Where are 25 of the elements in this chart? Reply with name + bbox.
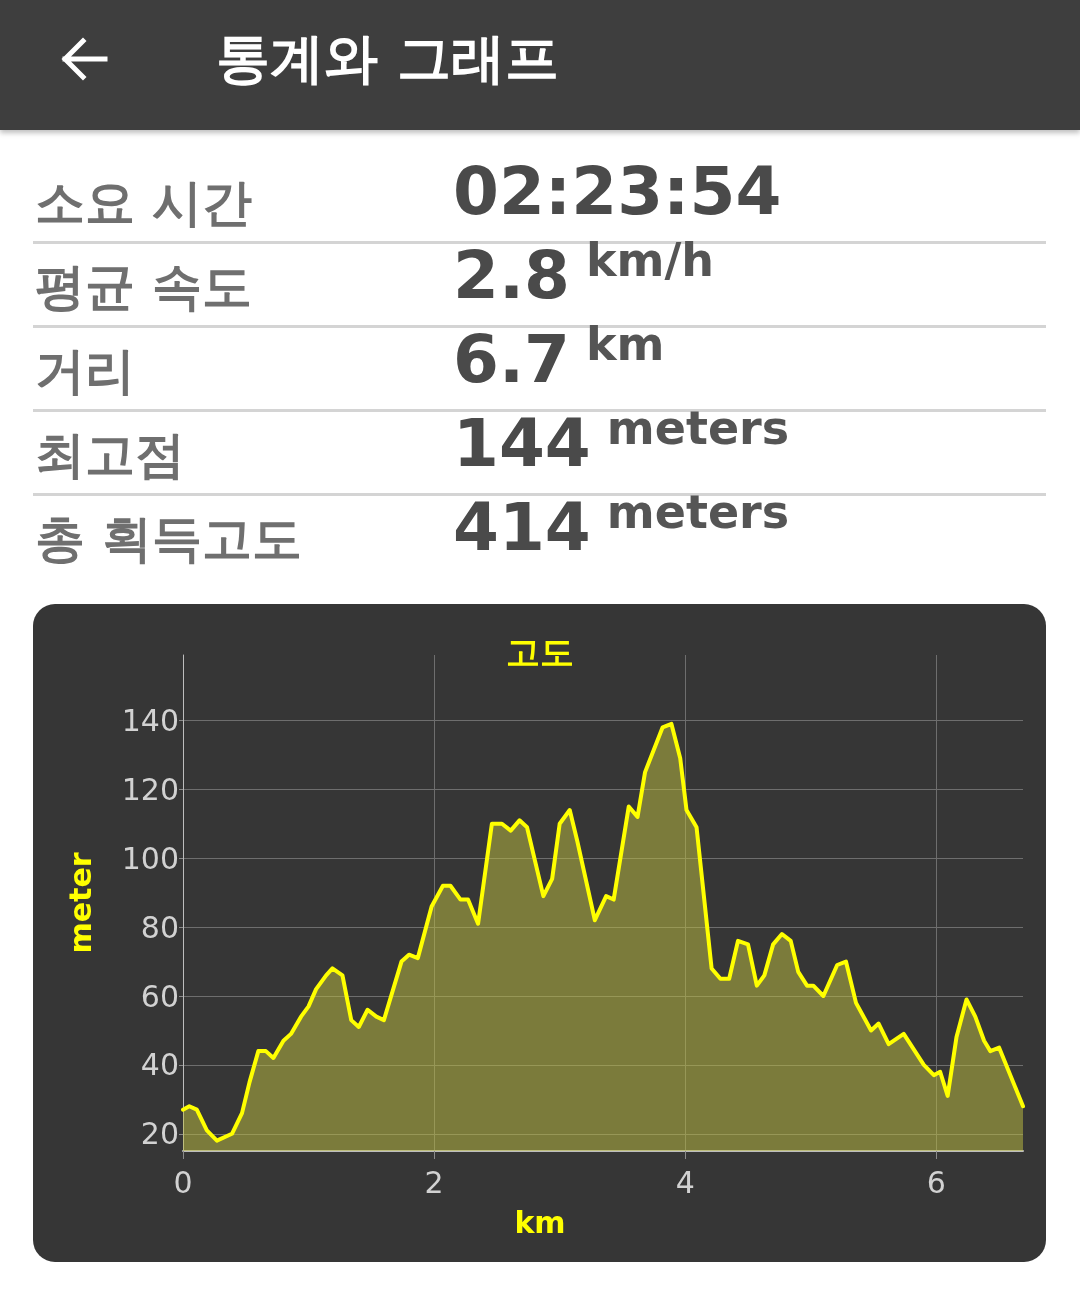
category-label: 거리: [35, 341, 135, 401]
text: 통계와 그래프: [216, 26, 559, 92]
text: 414 meters: [453, 485, 790, 566]
y-tick-label: 100: [121, 840, 179, 876]
y-tick-label: 120: [121, 771, 179, 807]
y-tick-label: 20: [140, 1116, 179, 1152]
y-tick-label: 60: [140, 978, 179, 1014]
category-label: 총 획득고도: [35, 509, 303, 569]
category-label: 평균 속도: [35, 257, 253, 317]
x-tick-label: 4: [675, 1164, 695, 1200]
y-tick-label: 40: [140, 1047, 179, 1083]
text: 144 meters: [453, 401, 790, 482]
text: 02:23:54: [453, 153, 782, 230]
x-tick-label: 2: [424, 1164, 444, 1200]
chart-title: 고도: [505, 632, 574, 672]
y-axis-title: meter: [62, 852, 98, 954]
y-tick-label: 80: [140, 909, 179, 945]
y-tick-label: 140: [121, 702, 179, 738]
category-label: 소요 시간: [35, 173, 253, 233]
x-tick-label: 0: [173, 1164, 193, 1200]
category-label: 최고점: [35, 425, 185, 485]
text: 2.8 km/h: [453, 233, 715, 314]
text: 6.7 km: [453, 317, 665, 398]
x-axis-title: km: [514, 1204, 566, 1240]
x-tick-label: 6: [926, 1164, 946, 1200]
